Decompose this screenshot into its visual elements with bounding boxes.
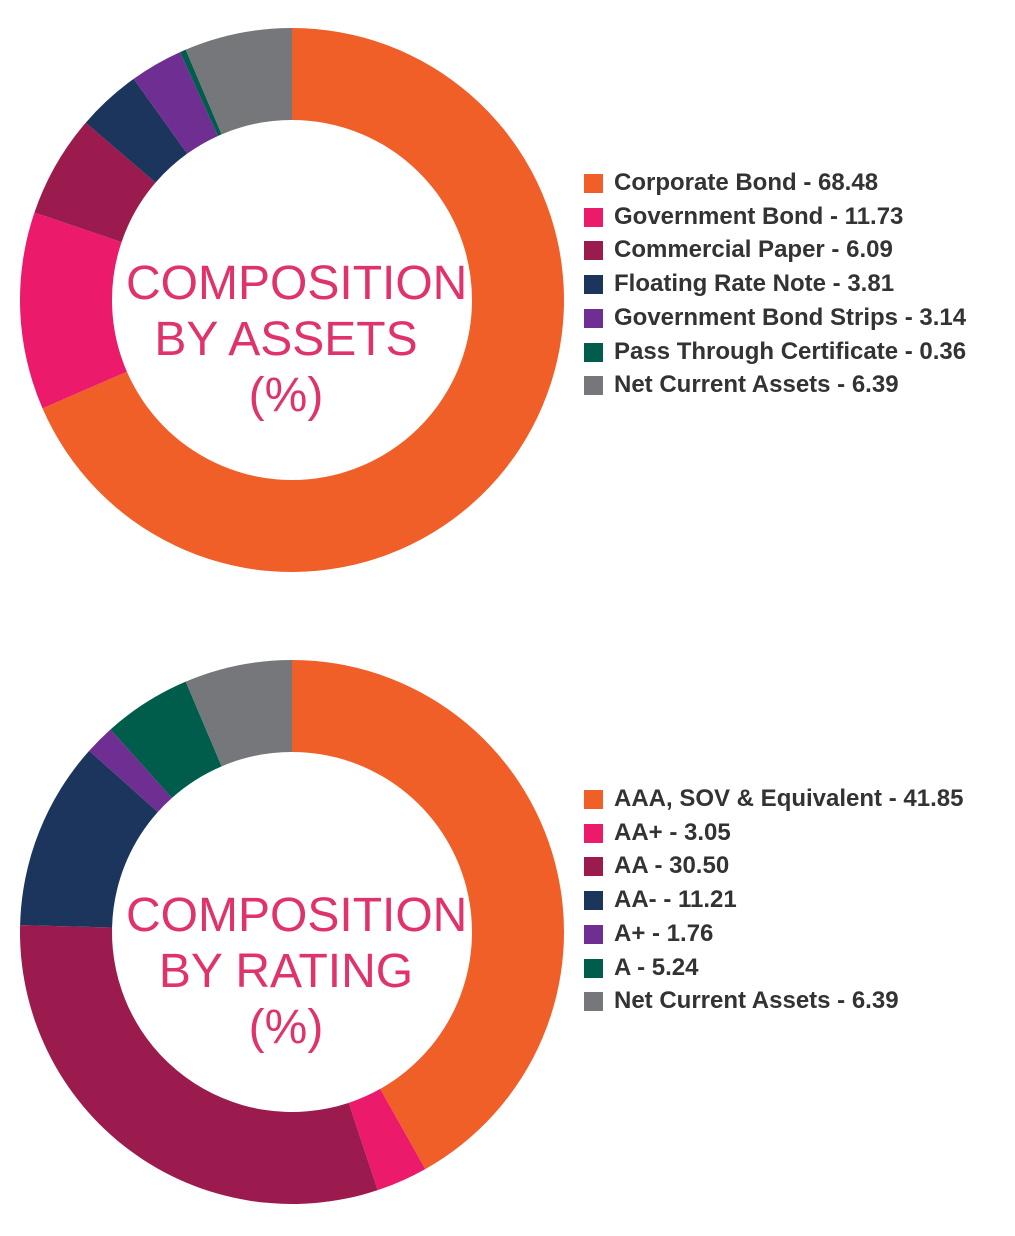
legend-swatch: [584, 207, 603, 227]
composition-by-rating-chart: COMPOSITION BY RATING (%) AAA, SOV & Equ…: [0, 632, 1015, 1232]
legend-item-a: A - 5.24: [584, 951, 1004, 985]
slice-net-current-assets: [185, 27, 292, 135]
legend-item-corporate-bond: Corporate Bond - 68.48: [584, 166, 1004, 200]
slice-aa: [348, 1088, 426, 1191]
legend-swatch: [584, 790, 603, 809]
slice-net-current-assets: [185, 660, 292, 767]
legend-item-floating-rate-note: Floating Rate Note - 3.81: [584, 267, 1004, 301]
legend-swatch: [584, 308, 603, 328]
legend-item-government-bond: Government Bond - 11.73: [584, 200, 1004, 234]
legend-label: A - 5.24: [614, 953, 699, 981]
rating-donut: [20, 660, 565, 1204]
legend-label: Pass Through Certificate - 0.36: [614, 337, 967, 365]
legend-label: Commercial Paper - 6.09: [614, 236, 893, 264]
slice-aa: [20, 750, 158, 928]
legend-item-aaa-sov-equivalent: AAA, SOV & Equivalent - 41.85: [584, 782, 1004, 816]
assets-title-line-3: (%): [248, 369, 324, 422]
legend-swatch: [584, 958, 603, 978]
legend-label: AAA, SOV & Equivalent - 41.85: [614, 785, 964, 812]
slice-pass-through-certificate: [180, 49, 222, 136]
slice-aaa-sov-equivalent: [292, 660, 565, 1170]
legend-item-pass-through-certificate: Pass Through Certificate - 0.36: [584, 335, 1004, 369]
slice-a: [89, 729, 172, 813]
composition-by-assets-chart: COMPOSITION BY ASSETS (%) Corporate Bond…: [0, 0, 1015, 600]
slice-a: [110, 681, 222, 798]
legend-item-commercial-paper: Commercial Paper - 6.09: [584, 233, 1004, 267]
legend-label: Government Bond Strips - 3.14: [614, 303, 967, 331]
legend-item-aa-plus: AA+ - 3.05: [584, 816, 1004, 850]
slice-aa: [20, 925, 378, 1204]
rating-center-title: COMPOSITION BY RATING (%): [126, 888, 468, 1056]
assets-title-line-2: BY ASSETS: [154, 313, 418, 366]
slice-government-bond-strips: [133, 52, 218, 154]
legend-item-government-bond-strips: Government Bond Strips - 3.14: [584, 301, 1004, 335]
legend-swatch: [584, 992, 603, 1012]
legend-label: Corporate Bond - 68.48: [614, 169, 879, 196]
legend-label: Net Current Assets - 6.39: [614, 371, 899, 399]
legend-label: Government Bond - 11.73: [614, 202, 904, 230]
legend-swatch: [584, 241, 603, 261]
legend-label: AA - 30.50: [614, 852, 730, 880]
slice-commercial-paper: [34, 122, 156, 243]
legend-item-a-plus: A+ - 1.76: [584, 917, 1004, 951]
legend-label: AA- - 11.21: [614, 886, 737, 914]
slice-corporate-bond: [42, 28, 564, 572]
legend-label: AA+ - 3.05: [614, 818, 731, 846]
slice-government-bond: [19, 212, 127, 409]
assets-center-title: COMPOSITION BY ASSETS (%): [126, 256, 468, 424]
legend-swatch: [584, 857, 603, 877]
assets-title-line-1: COMPOSITION: [126, 257, 468, 310]
legend-item-aa: AA - 30.50: [584, 849, 1004, 883]
assets-legend: Corporate Bond - 68.48 Government Bond -…: [584, 166, 1004, 402]
rating-title-line-3: (%): [248, 1001, 324, 1054]
legend-swatch: [584, 823, 603, 843]
assets-donut: [19, 27, 564, 572]
legend-swatch: [584, 275, 603, 295]
rating-title-line-2: BY RATING: [158, 945, 414, 998]
legend-swatch: [584, 174, 603, 193]
rating-title-line-1: COMPOSITION: [126, 889, 468, 942]
legend-label: Floating Rate Note - 3.81: [614, 270, 895, 298]
legend-swatch: [584, 342, 603, 362]
slice-floating-rate-note: [85, 78, 188, 183]
legend-label: Net Current Assets - 6.39: [614, 987, 899, 1015]
legend-item-net-current-assets: Net Current Assets - 6.39: [584, 984, 1004, 1018]
legend-swatch: [584, 924, 603, 944]
legend-item-aa-minus: AA- - 11.21: [584, 883, 1004, 917]
legend-swatch: [584, 376, 603, 396]
rating-legend: AAA, SOV & Equivalent - 41.85 AA+ - 3.05…: [584, 782, 1004, 1018]
legend-label: A+ - 1.76: [614, 919, 714, 947]
legend-swatch: [584, 891, 603, 911]
legend-item-net-current-assets: Net Current Assets - 6.39: [584, 368, 1004, 402]
